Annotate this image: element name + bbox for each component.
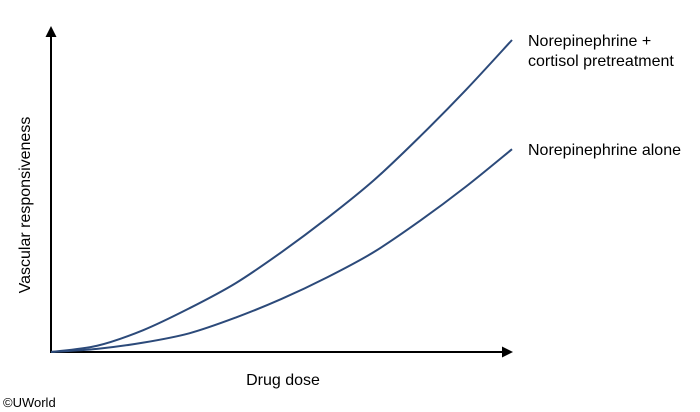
y-axis-arrow — [45, 26, 57, 37]
series-label-1: Norepinephrine alone — [528, 142, 681, 159]
series-label-line: cortisol pretreatment — [528, 53, 674, 70]
x-axis-label: Drug dose — [246, 372, 320, 389]
copyright-notice: ©UWorld — [3, 395, 56, 410]
series-label-line: Norepinephrine + — [528, 33, 651, 50]
y-axis-label: Vascular responsiveness — [17, 117, 34, 294]
series-label-line: Norepinephrine alone — [528, 142, 681, 159]
series-line-0 — [50, 39, 513, 353]
series-label-0: Norepinephrine + cortisol pretreatment — [528, 33, 674, 70]
series-line-1 — [50, 148, 513, 353]
series-labels: Norepinephrine + cortisol pretreatmentNor… — [528, 33, 681, 159]
x-axis-arrow — [502, 346, 513, 358]
series-group — [50, 39, 513, 353]
